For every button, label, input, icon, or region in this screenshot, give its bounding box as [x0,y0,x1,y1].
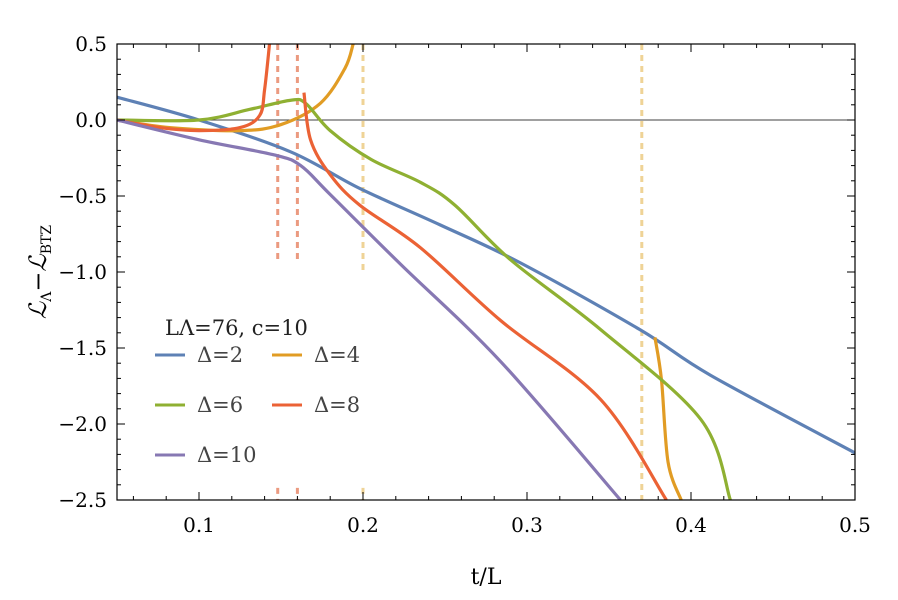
legend-label: Δ=6 [197,393,243,417]
asymptote-lines [276,44,644,500]
series-line-Δ=6 [117,97,732,500]
legend: Δ=2 Δ=4 Δ=6 Δ=8 Δ=10 [155,343,360,467]
y-axis-label: ℒΛ−ℒBTZ [24,225,55,319]
y-tick-label: 0.5 [75,32,107,56]
axis-ticks: 0.1 0.2 0.3 0.4 0.5 0.5 0.0 −0.5 −1.0 −1.5 −2.0 −2.… [58,32,870,537]
series-line-Δ=10 [117,118,622,500]
x-tick-label: 0.1 [183,513,215,537]
x-tick-label: 0.4 [675,513,707,537]
legend-label: Δ=2 [197,343,243,367]
x-tick-label: 0.2 [347,513,379,537]
series-line-Δ=4 [653,337,683,500]
y-tick-label: −1.0 [58,260,107,284]
x-tick-label: 0.3 [511,513,543,537]
series-line-Δ=8 [117,44,272,133]
series-line-Δ=8 [302,92,668,500]
legend-label: Δ=8 [314,393,360,417]
y-tick-label: −1.5 [58,336,107,360]
y-tick-label: 0.0 [75,108,107,132]
y-tick-label: −2.0 [58,412,107,436]
series-group [117,44,855,500]
y-tick-label: −0.5 [58,184,107,208]
x-tick-label: 0.5 [839,513,871,537]
legend-title: LΛ=76, c=10 [165,316,308,340]
legend-label: Δ=10 [197,443,256,467]
legend-label: Δ=4 [314,343,360,367]
x-axis-label: t/L [471,565,502,590]
plot-frame [116,43,856,501]
y-tick-label: −2.5 [58,488,107,512]
